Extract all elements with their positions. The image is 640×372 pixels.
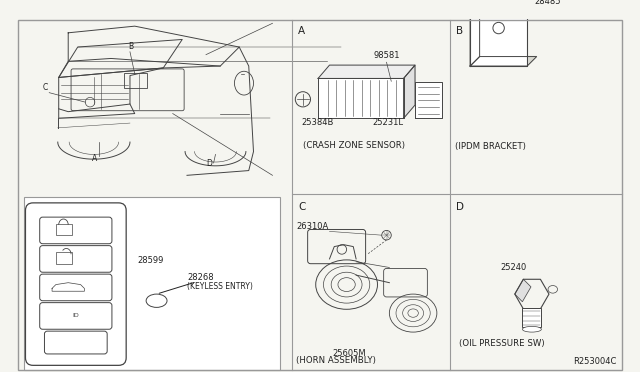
Text: D: D bbox=[206, 159, 212, 168]
Text: (CRASH ZONE SENSOR): (CRASH ZONE SENSOR) bbox=[303, 141, 405, 150]
Text: 25384B: 25384B bbox=[301, 118, 333, 127]
Text: R253004C: R253004C bbox=[573, 357, 616, 366]
Text: (HORN ASSEMBLY): (HORN ASSEMBLY) bbox=[296, 356, 376, 365]
Text: B: B bbox=[128, 42, 133, 51]
FancyBboxPatch shape bbox=[26, 203, 126, 365]
Text: 28599: 28599 bbox=[138, 256, 164, 265]
Polygon shape bbox=[470, 0, 527, 66]
Text: B: B bbox=[456, 26, 463, 36]
Text: (IPDM BRACKET): (IPDM BRACKET) bbox=[455, 142, 526, 151]
Text: 25240: 25240 bbox=[500, 263, 527, 272]
Polygon shape bbox=[404, 65, 415, 118]
Polygon shape bbox=[318, 65, 415, 78]
Text: (KEYLESS ENTRY): (KEYLESS ENTRY) bbox=[187, 282, 253, 291]
Polygon shape bbox=[515, 279, 531, 302]
Text: 25231L: 25231L bbox=[372, 118, 403, 127]
Text: 98581: 98581 bbox=[373, 51, 400, 61]
Polygon shape bbox=[415, 82, 442, 118]
Text: C: C bbox=[43, 83, 48, 92]
Bar bbox=[522, 308, 541, 327]
Text: 28485: 28485 bbox=[535, 0, 561, 6]
Polygon shape bbox=[470, 0, 479, 66]
Text: D: D bbox=[456, 202, 464, 212]
Text: A: A bbox=[92, 154, 97, 163]
Text: (OIL PRESSURE SW): (OIL PRESSURE SW) bbox=[459, 339, 545, 348]
Bar bbox=[24, 197, 280, 370]
Polygon shape bbox=[318, 78, 404, 118]
Text: 25605M: 25605M bbox=[332, 349, 366, 358]
Text: 26310A: 26310A bbox=[296, 222, 328, 231]
Text: 28268: 28268 bbox=[187, 273, 214, 282]
Text: C: C bbox=[298, 202, 305, 212]
Ellipse shape bbox=[522, 326, 541, 332]
Text: A: A bbox=[298, 26, 305, 36]
Text: ID: ID bbox=[72, 314, 79, 318]
Polygon shape bbox=[470, 57, 536, 66]
